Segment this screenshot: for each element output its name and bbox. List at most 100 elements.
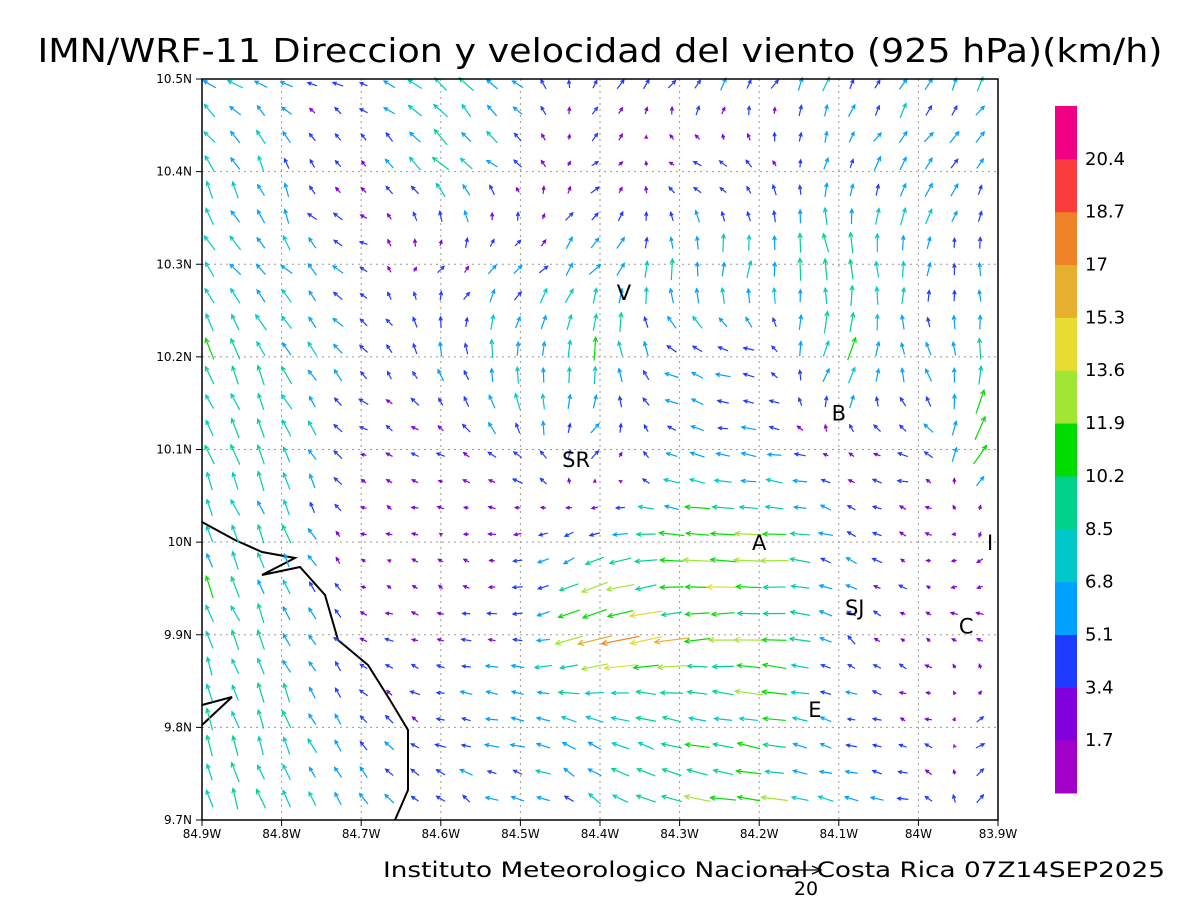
wind-arrow [824,181,829,198]
wind-arrow-head [705,583,713,591]
wind-arrow [797,257,803,281]
wind-arrow-head [332,343,338,349]
wind-arrow-head [978,663,983,668]
wind-arrow-head [792,742,798,748]
wind-arrow-shaft [611,717,630,722]
wind-arrow-shaft [205,575,214,599]
wind-arrow-shaft [465,317,468,328]
wind-arrow-head [617,340,622,347]
wind-arrow-shaft [462,424,471,433]
wind-arrow-shaft [308,634,317,646]
wind-arrow-shaft [794,453,806,457]
wind-arrow [951,446,958,462]
wind-arrow [486,104,498,117]
wind-arrow-shaft [206,657,213,676]
wind-arrow-shaft [847,104,856,117]
wind-arrow [772,160,777,167]
wind-arrow-head [896,796,902,801]
wind-arrow [663,372,679,379]
wind-arrow [592,79,598,89]
wind-arrow-head [711,689,718,695]
wind-arrow [926,261,932,277]
wind-arrow-shaft [667,80,676,89]
wind-arrow [798,340,803,357]
wind-arrow-head [846,610,852,615]
wind-arrow [592,365,598,385]
wind-arrow-head [953,210,958,216]
wind-arrow-head [205,207,210,214]
wind-arrow-head [718,317,724,323]
wind-arrow-shaft [231,685,239,701]
wind-arrow [924,717,933,722]
wind-arrow-head [635,689,642,695]
wind-arrow-shaft [385,768,394,777]
wind-arrow [772,234,777,251]
wind-arrow-head [746,132,751,138]
wind-arrow-shaft [799,258,802,281]
wind-arrow-head [642,397,647,403]
wind-arrow-shaft [793,769,808,775]
wind-arrow [536,610,550,617]
wind-arrow [331,81,344,87]
wind-arrow [642,78,650,90]
wind-arrow [540,78,547,90]
wind-arrow [617,340,624,357]
wind-arrow-head [543,265,549,271]
wind-arrow [205,312,214,332]
wind-arrow-shaft [977,185,983,195]
wind-arrow-shaft [689,717,707,722]
wind-arrow-head [642,450,648,456]
wind-arrow-head [385,479,391,483]
wind-arrow [360,133,367,141]
wind-arrow-head [438,210,443,216]
wind-arrow-head [848,258,854,265]
wind-arrow-head [824,156,829,163]
wind-arrow-head [359,637,365,642]
wind-arrow-shaft [798,105,803,117]
wind-arrow-head [576,639,585,646]
wind-arrow-head [409,690,415,695]
wind-arrow-head [796,425,802,430]
wind-arrow-shaft [284,209,290,224]
wind-arrow-head [514,392,519,399]
wind-arrow-shaft [763,717,786,722]
wind-arrow-head [229,263,235,269]
wind-arrow [464,265,470,273]
wind-arrow [847,366,856,384]
wind-arrow-head [899,396,905,402]
wind-arrow-shaft [687,691,708,695]
wind-arrow-shaft [205,790,214,808]
wind-arrow-shaft [872,690,882,696]
wind-arrow [256,629,265,650]
wind-arrow [735,768,762,775]
wind-arrow-head [660,794,667,800]
wind-arrow-shaft [308,661,317,672]
wind-arrow-shaft [386,344,393,354]
wind-arrow [975,743,986,749]
wind-arrow-head [308,790,313,797]
wind-arrow-shaft [257,524,265,544]
wind-arrow-head [900,367,905,373]
wind-arrow [584,556,605,566]
wind-arrow-head [437,558,442,563]
wind-arrow [513,159,523,168]
wind-arrow-head [536,795,542,801]
wind-arrow [873,132,882,142]
wind-arrow-shaft [619,423,622,433]
wind-arrow [487,451,497,458]
wind-arrow-shaft [257,765,265,780]
wind-arrow-shaft [692,345,703,353]
wind-arrow-shaft [283,447,291,463]
wind-arrow [205,763,213,781]
wind-arrow-head [845,743,851,748]
wind-arrow-shaft [359,793,369,805]
wind-arrow-shaft [846,557,858,565]
wind-arrow [566,313,573,331]
wind-arrow [205,498,213,516]
wind-arrow-shaft [282,419,292,437]
wind-arrow-head [924,505,930,510]
wind-arrow-shaft [464,210,469,223]
wind-arrow-head [308,581,314,587]
wind-arrow-shaft [635,584,657,590]
wind-arrow-head [536,612,542,617]
